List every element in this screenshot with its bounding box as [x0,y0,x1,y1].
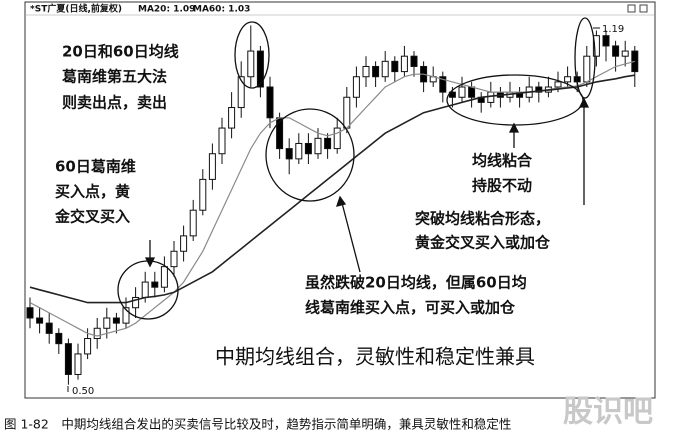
candle-body [151,281,159,288]
arrow [341,202,361,273]
ma-line [29,74,635,304]
candle-body [55,332,63,345]
candle-body [448,91,456,98]
caption: 图 1-82 中期均线组合发出的买卖信号比较及时，趋势指示简单明确，兼具灵敏性和… [4,417,511,432]
candle-body [36,317,44,324]
plot-area [26,25,639,385]
candle-body [352,76,360,98]
candle-body [93,327,101,340]
candle-body [84,338,92,355]
candle-body [247,50,255,78]
candle-body [602,35,610,47]
candle-body [64,343,72,375]
candle-body [237,76,245,109]
candle-body [535,86,543,93]
annotation: 黄金交叉买入或加仓 [415,234,551,252]
price-label: 1.19 [602,24,624,35]
candle-body [180,235,188,252]
annotation: 买入点，黄 [55,183,130,201]
annotation: 金交叉买入 [54,208,130,226]
candle-body [458,86,466,98]
candle-body [391,60,399,73]
candle-body [583,55,591,83]
candle-body [160,266,168,288]
candle-body [592,35,600,57]
candle-body [122,307,130,324]
annotation: 葛南维第五大法 [61,68,167,86]
candle-body [400,55,408,73]
candle-body [256,50,264,88]
candle-body [372,65,380,78]
candle-body [410,55,418,67]
candle-body [74,353,82,375]
candle-body [343,96,351,129]
legend-entry: MA60: 1.03 [193,5,250,15]
annotation: 20日和60日均线 [62,43,179,61]
candle-body [266,86,274,119]
annotation: 则卖出点，卖出 [62,94,167,112]
arrow-head [336,195,347,207]
arrow-head [508,122,520,133]
price-label: 0.50 [72,386,94,397]
candle-body [26,307,34,319]
annotation: 线葛南维买入点，可买入或加仓 [305,299,516,317]
arrows [144,97,590,273]
candle-body [189,209,197,237]
arrow-head [578,97,590,108]
candle-body [103,317,111,329]
candle-body [468,86,476,98]
candle-body [218,127,226,155]
candle-body [228,107,236,129]
candle-body [314,137,322,155]
annotation: 虽然跌破20日均线，但属60日均 [305,274,527,292]
candle-body [381,60,389,78]
candle-body [621,50,629,57]
window-icon[interactable] [639,4,648,13]
candle-body [362,65,370,78]
candle-body [554,81,562,88]
candle-body [487,91,495,103]
legend-entry: MA20: 1.09 [138,5,195,15]
candle-body [612,45,620,57]
candle-body [170,250,178,268]
candle-body [45,322,53,334]
candle-body [333,127,341,150]
annotation: 60日葛南维 [55,158,136,176]
candle-body [304,142,312,155]
candle-body [324,137,332,150]
watermark: 股识吧 [563,395,653,430]
candle-body [564,76,572,83]
ellipse [234,21,270,89]
annotation: 突破均线粘合形态， [415,210,550,228]
annotation: 持股不动 [472,177,532,195]
ellipse [265,108,355,202]
candle-body [199,178,207,211]
annotation: 中期均线组合，灵敏性和稳定性兼具 [215,345,535,369]
candle-body [285,148,293,160]
candle-body [439,76,447,93]
chart-title: *ST广夏(日线,前复权) [30,3,122,15]
candle-body [132,296,140,309]
ellipse [574,17,596,99]
window-icon[interactable] [627,4,636,13]
candle-body [208,153,216,180]
candle-body [112,317,120,324]
arrow-head [144,257,156,268]
candle-body [295,142,303,160]
annotation: 均线粘合 [472,152,533,170]
candle-body [141,281,149,298]
